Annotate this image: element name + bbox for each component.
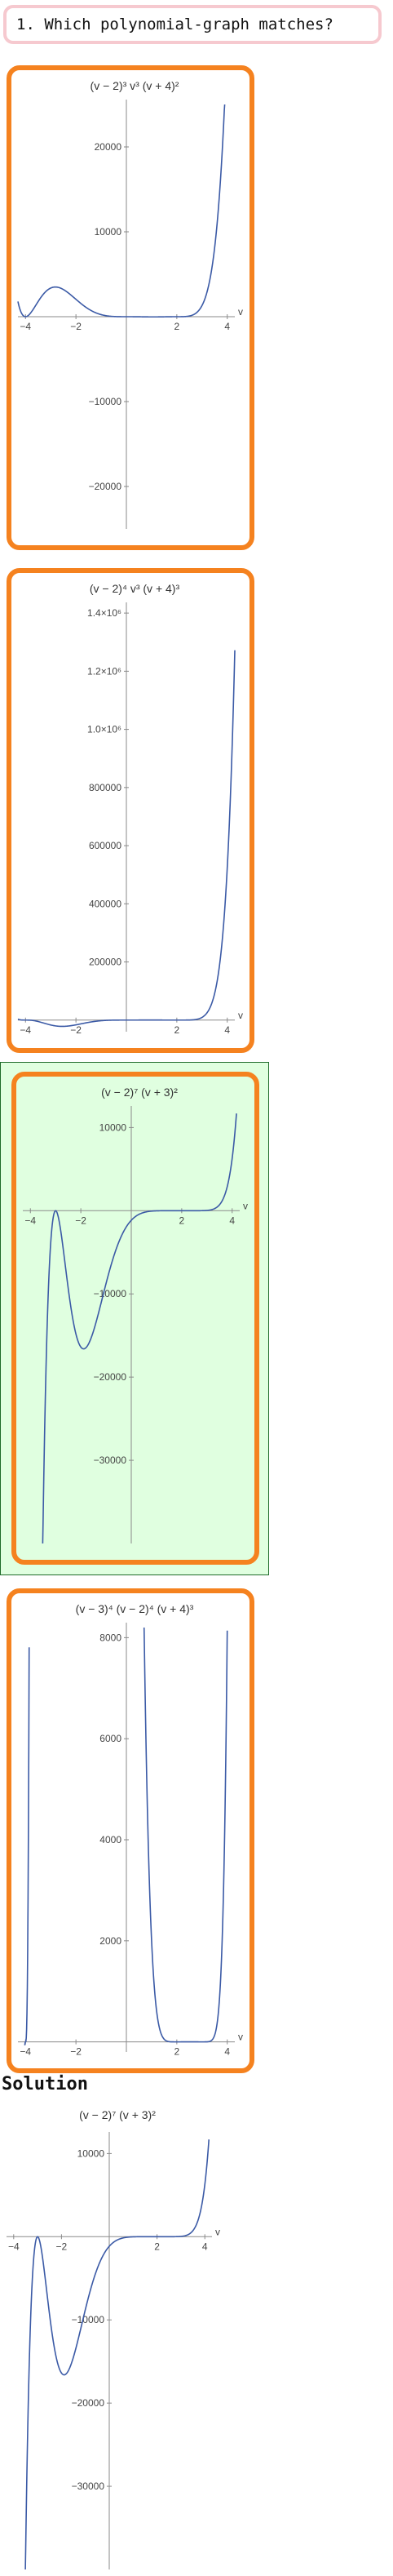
y-tick-label: 4000 — [99, 1834, 121, 1845]
plot-svg: (v − 2)⁷ (v + 3)² v −4 −2 2 4 10000 −10000 −2000… — [23, 1086, 248, 1544]
y-tick-label: 1.0×10⁶ — [87, 724, 121, 735]
x-tick-label: −2 — [70, 321, 82, 332]
y-tick-label: 8000 — [99, 1632, 121, 1643]
polynomial-curve — [24, 2139, 210, 2570]
x-tick-label: 4 — [224, 1024, 230, 1036]
y-tick-label: 10000 — [95, 226, 122, 238]
x-tick-label: 4 — [224, 2046, 230, 2058]
y-tick-label: 2000 — [99, 1935, 121, 1947]
x-tick-label: −2 — [70, 1024, 82, 1036]
answer-choice-2[interactable]: (v − 2)⁴ v³ (v + 4)³ v −4 −2 2 4 1.4×10⁶ 1.2×10… — [7, 568, 254, 1053]
x-axis-label: v — [238, 2032, 243, 2043]
x-tick-label: −4 — [20, 1024, 31, 1036]
polynomial-curve — [17, 104, 226, 318]
x-tick-label: −2 — [75, 1215, 86, 1226]
y-tick-label: −10000 — [89, 396, 122, 407]
y-tick-label: −30000 — [94, 1455, 127, 1466]
y-tick-label: −20000 — [89, 481, 122, 492]
x-tick-label: −4 — [24, 1215, 36, 1226]
x-tick-label: 4 — [229, 1215, 235, 1226]
x-tick-label: 2 — [174, 2046, 180, 2058]
y-tick-label: 600000 — [89, 840, 121, 851]
y-tick-label: −30000 — [72, 2481, 105, 2492]
plot-svg: (v − 3)⁴ (v − 2)⁴ (v + 4)³ v −4 −2 2 4 8000 600… — [18, 1602, 243, 2058]
y-tick-label: 800000 — [89, 782, 121, 793]
answer-choice-3[interactable]: (v − 2)⁷ (v + 3)² v −4 −2 2 4 10000 −10000 −2000… — [11, 1072, 259, 1565]
question-text: 1. Which polynomial-graph matches? — [16, 16, 333, 33]
y-tick-label: 10000 — [99, 1121, 127, 1133]
polynomial-curve — [24, 1627, 228, 2045]
solution-heading: Solution — [2, 2074, 88, 2094]
x-axis-label: v — [243, 1200, 248, 1211]
y-tick-label: −10000 — [94, 1288, 127, 1299]
y-tick-label: 10000 — [77, 2147, 105, 2159]
y-tick-label: 1.2×10⁶ — [87, 665, 121, 677]
x-tick-label: −4 — [20, 2046, 31, 2058]
y-tick-label: 200000 — [89, 957, 121, 968]
answer-choice-4[interactable]: (v − 3)⁴ (v − 2)⁴ (v + 4)³ v −4 −2 2 4 8000 600… — [7, 1588, 254, 2073]
x-tick-label: 2 — [154, 2241, 160, 2252]
x-tick-label: 4 — [202, 2241, 208, 2252]
y-tick-label: 6000 — [99, 1733, 121, 1744]
plot-title: (v − 2)⁷ (v + 3)² — [79, 2108, 156, 2121]
plot-svg: (v − 2)³ v³ (v + 4)² v −4 −2 2 4 20000 10000 −10… — [17, 79, 243, 529]
plot-title: (v − 3)⁴ (v − 2)⁴ (v + 4)³ — [76, 1602, 194, 1615]
question-prompt: 1. Which polynomial-graph matches? — [3, 5, 382, 44]
y-tick-label: −10000 — [72, 2314, 105, 2325]
x-axis-label: v — [238, 1010, 243, 1021]
x-tick-label: 4 — [224, 321, 230, 332]
y-tick-label: 400000 — [89, 898, 121, 909]
plot-svg: (v − 2)⁴ v³ (v + 4)³ v −4 −2 2 4 1.4×10⁶ 1.2×10… — [17, 582, 243, 1036]
x-tick-label: 2 — [174, 321, 180, 332]
y-tick-label: −20000 — [94, 1371, 127, 1383]
polynomial-curve — [17, 650, 236, 1028]
x-tick-label: 2 — [179, 1215, 185, 1226]
plot-title: (v − 2)⁷ (v + 3)² — [101, 1086, 178, 1099]
solution-plot: (v − 2)⁷ (v + 3)² v −4 −2 2 4 10000 −10000 −2000… — [0, 2104, 245, 2576]
x-tick-label: 2 — [174, 1024, 180, 1036]
plot-svg: (v − 2)⁷ (v + 3)² v −4 −2 2 4 10000 −10000 −2000… — [7, 2108, 220, 2570]
x-tick-label: −2 — [70, 2046, 82, 2058]
x-tick-label: −4 — [20, 321, 31, 332]
x-axis-label: v — [215, 2226, 220, 2237]
plot-title: (v − 2)⁴ v³ (v + 4)³ — [90, 582, 180, 595]
plot-title: (v − 2)³ v³ (v + 4)² — [91, 79, 179, 92]
answer-choice-1[interactable]: (v − 2)³ v³ (v + 4)² v −4 −2 2 4 20000 10000 −10… — [7, 65, 254, 550]
y-tick-label: 20000 — [95, 141, 122, 153]
x-tick-label: −4 — [8, 2241, 20, 2252]
x-tick-label: −2 — [56, 2241, 68, 2252]
y-tick-label: −20000 — [72, 2397, 105, 2409]
x-axis-label: v — [238, 306, 243, 318]
polynomial-curve — [42, 1113, 237, 1544]
y-tick-label: 1.4×10⁶ — [87, 607, 121, 619]
